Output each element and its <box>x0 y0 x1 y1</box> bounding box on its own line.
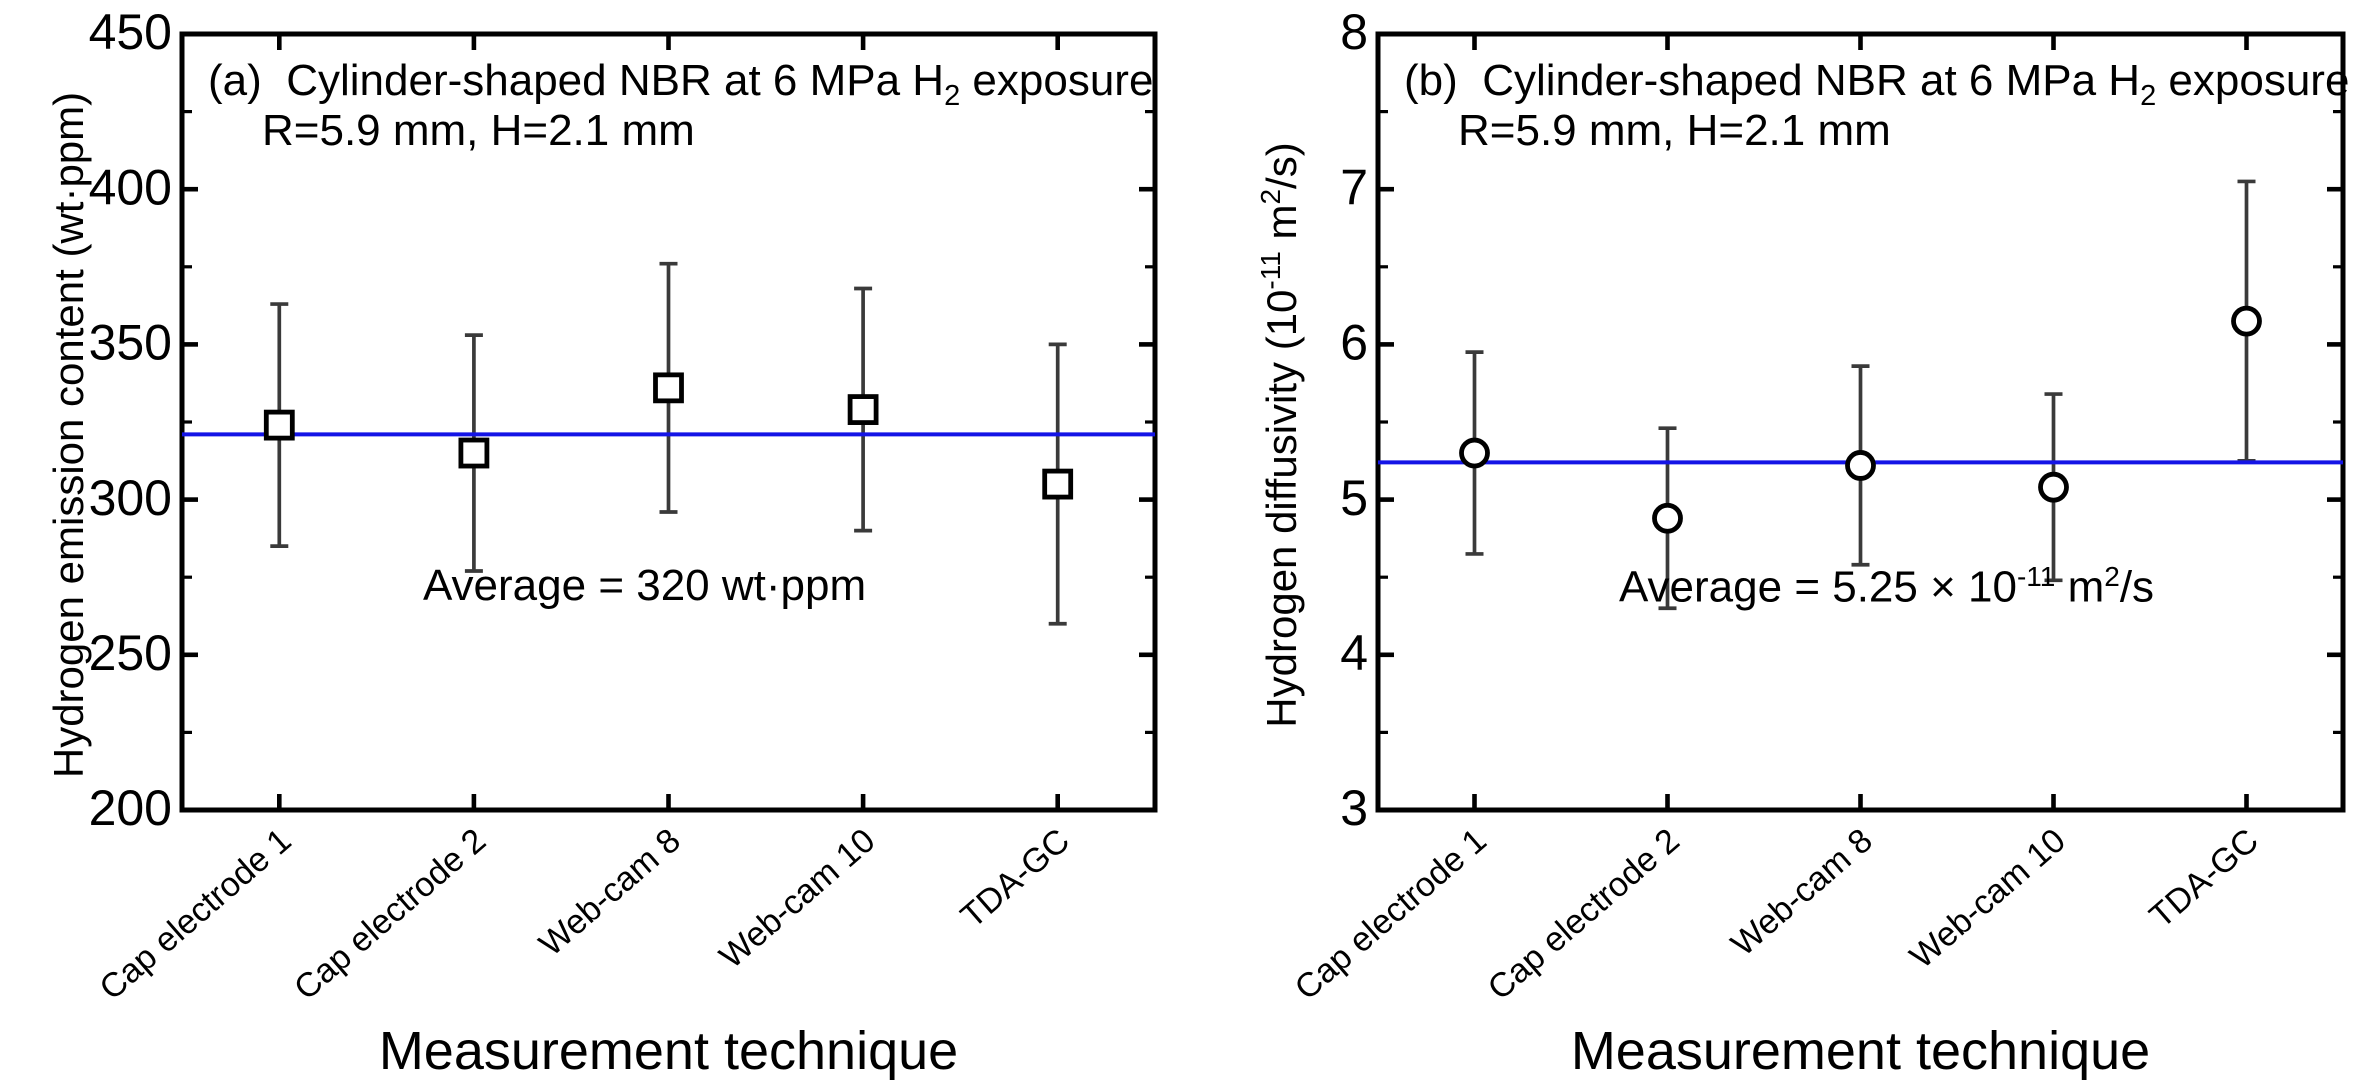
svg-text:450: 450 <box>89 4 172 60</box>
svg-text:8: 8 <box>1340 4 1368 60</box>
svg-text:300: 300 <box>89 470 172 526</box>
svg-text:4: 4 <box>1340 625 1368 681</box>
svg-text:Web-cam 8: Web-cam 8 <box>532 821 688 963</box>
svg-text:6: 6 <box>1340 315 1368 371</box>
svg-text:Web-cam 8: Web-cam 8 <box>1724 821 1880 963</box>
svg-text:Cap electrode 1: Cap electrode 1 <box>92 821 298 1007</box>
svg-text:7: 7 <box>1340 159 1368 215</box>
svg-text:250: 250 <box>89 625 172 681</box>
svg-text:Cap electrode 2: Cap electrode 2 <box>287 821 493 1007</box>
svg-text:400: 400 <box>89 159 172 215</box>
svg-text:TDA-GC: TDA-GC <box>954 821 1077 935</box>
svg-text:350: 350 <box>89 315 172 371</box>
svg-text:200: 200 <box>89 780 172 836</box>
svg-text:Cap electrode 2: Cap electrode 2 <box>1481 821 1687 1007</box>
svg-text:Cap electrode 1: Cap electrode 1 <box>1288 821 1494 1007</box>
svg-text:Web-cam 10: Web-cam 10 <box>712 821 882 976</box>
svg-text:5: 5 <box>1340 470 1368 526</box>
svg-text:3: 3 <box>1340 780 1368 836</box>
svg-text:TDA-GC: TDA-GC <box>2142 821 2265 935</box>
svg-text:Web-cam 10: Web-cam 10 <box>1903 821 2073 976</box>
